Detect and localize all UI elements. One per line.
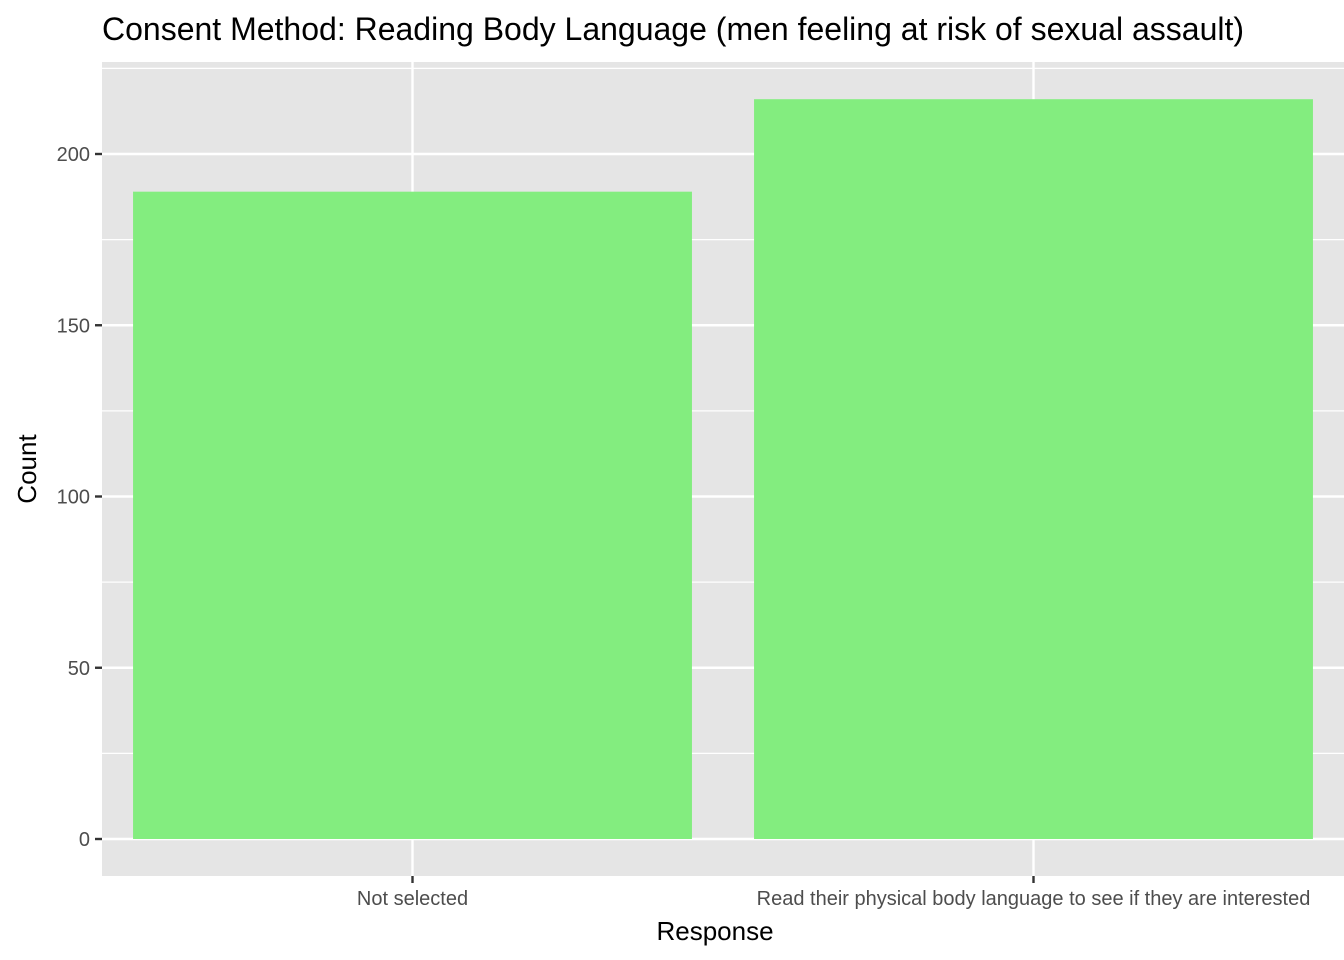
y-tick-label: 50 [68, 658, 90, 680]
bar [133, 191, 692, 840]
y-axis: 0 50 100 150 200 [57, 144, 102, 851]
y-tick-label: 0 [79, 829, 90, 851]
bars [133, 99, 1313, 840]
x-tick-label: Not selected [357, 888, 468, 910]
y-tick-label: 100 [57, 487, 90, 509]
bar [754, 99, 1313, 839]
y-axis-title: Count [12, 434, 42, 504]
x-tick-label: Read their physical body language to see… [757, 888, 1311, 910]
x-axis: Not selected Read their physical body lan… [357, 876, 1310, 910]
x-axis-title: Response [656, 916, 773, 946]
y-tick-label: 200 [57, 144, 90, 166]
chart-title: Consent Method: Reading Body Language (m… [102, 11, 1244, 47]
y-tick-label: 150 [57, 315, 90, 337]
